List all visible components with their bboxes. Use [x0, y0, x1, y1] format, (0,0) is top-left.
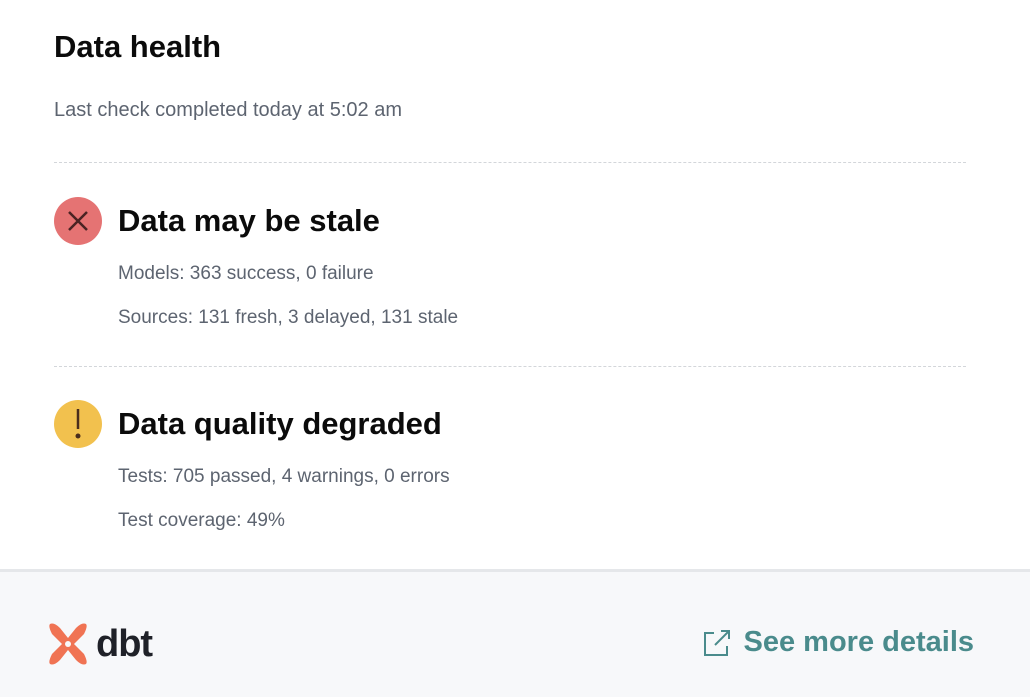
divider	[54, 366, 966, 367]
page-title: Data health	[54, 29, 222, 64]
quality-heading: Data quality degraded	[118, 406, 442, 441]
external-link-icon	[703, 629, 730, 656]
footer	[0, 569, 1030, 697]
tests-status: Tests: 705 passed, 4 warnings, 0 errors	[118, 466, 450, 487]
dbt-logo-icon	[49, 623, 87, 665]
divider	[54, 162, 966, 163]
see-more-details-label: See more details	[743, 626, 975, 658]
dbt-logo: dbt	[46, 622, 153, 666]
x-circle-icon	[54, 197, 102, 245]
models-status: Models: 363 success, 0 failure	[118, 263, 374, 284]
last-check-text: Last check completed today at 5:02 am	[54, 99, 402, 121]
logo-text: dbt	[96, 623, 153, 665]
coverage-status: Test coverage: 49%	[118, 510, 285, 531]
sources-status: Sources: 131 fresh, 3 delayed, 131 stale	[118, 307, 459, 328]
see-more-details-link[interactable]: See more details	[702, 626, 975, 659]
exclamation-circle-icon	[54, 400, 102, 448]
stale-heading: Data may be stale	[118, 203, 380, 238]
